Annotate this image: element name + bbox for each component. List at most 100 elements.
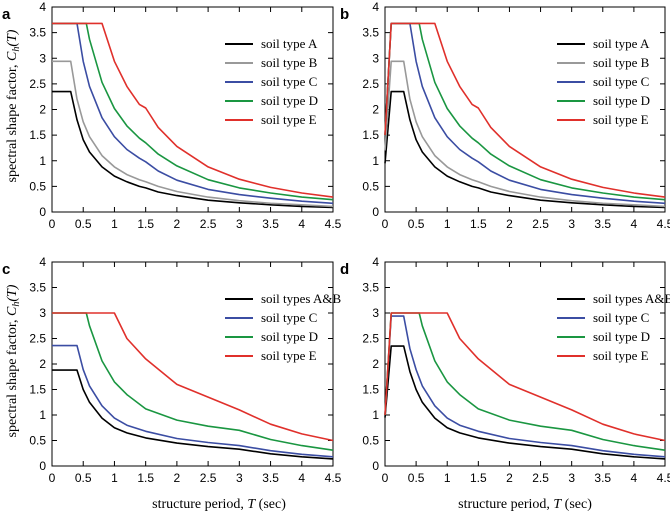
x-tick-label: 0 (382, 217, 389, 231)
x-tick-label: 3 (568, 471, 575, 485)
y-tick-label: 1.5 (29, 383, 46, 397)
x-tick-label: 2.5 (532, 217, 549, 231)
y-tick-label: 2.5 (29, 77, 46, 91)
y-axis-title-subscript: h (11, 47, 22, 52)
x-axis-title-symbol: T (247, 497, 256, 512)
x-tick-label: 4.5 (325, 471, 342, 485)
x-tick-label: 1 (111, 471, 118, 485)
series-line-soil-types-a-b (384, 345, 666, 460)
series-line-soil-type-d (52, 312, 334, 451)
chart-panel-b: b 0 0.5 1 1.5 2 2.5 3 3.5 4 4.5 0 0.5 1 1.5 2 2.5 3 3.5 4 so… (340, 0, 670, 231)
legend-label: soil type B (261, 55, 318, 70)
x-tick-label: 4 (298, 217, 305, 231)
chart-panel-d: d 0 0.5 1 1.5 2 2.5 3 3.5 4 4.5 0 0.5 1 1.5 2 2.5 3 3.5 4 so… (340, 255, 670, 485)
x-tick-label: 0.5 (75, 217, 92, 231)
series-line-soil-type-b (384, 60, 666, 208)
y-axis-title-argument: (T) (5, 29, 20, 46)
x-tick-label: 1 (111, 217, 118, 231)
series-line-soil-type-d (384, 312, 666, 451)
legend-label: soil type D (593, 93, 650, 108)
series-line-soil-type-c (52, 344, 334, 458)
y-tick-label: 1 (39, 408, 46, 422)
x-tick-label: 3 (236, 471, 243, 485)
y-tick-label: 0.5 (29, 179, 46, 193)
x-tick-label: 4.5 (657, 217, 670, 231)
x-tick-label: 4 (631, 471, 638, 485)
series-line-soil-type-b (52, 60, 334, 208)
panel-label: a (2, 6, 11, 23)
x-tick-label: 0.5 (75, 471, 92, 485)
y-tick-label: 1.5 (362, 128, 379, 142)
y-tick-label: 0 (372, 459, 379, 473)
series-line-soil-type-d (384, 22, 666, 201)
x-tick-label: 2.5 (200, 471, 217, 485)
y-tick-label: 3 (39, 306, 46, 320)
panel-label: c (2, 261, 10, 278)
series-line-soil-type-e (384, 312, 666, 442)
y-tick-label: 0.5 (29, 434, 46, 448)
y-tick-label: 4 (39, 0, 46, 14)
legend-label: soil type C (261, 74, 317, 89)
y-tick-label: 0.5 (362, 434, 379, 448)
legend-label: soil type E (593, 112, 649, 127)
legend-label: soil type B (593, 55, 650, 70)
series-line-soil-type-c (384, 315, 666, 458)
x-axis-title-unit: (sec) (561, 497, 592, 512)
y-tick-label: 3.5 (362, 281, 379, 295)
x-tick-label: 0 (382, 471, 389, 485)
x-tick-label: 2.5 (532, 471, 549, 485)
series-line-soil-type-a (384, 90, 666, 209)
legend-label: soil type C (593, 310, 649, 325)
legend-label: soil type A (261, 36, 318, 51)
x-tick-label: 3 (236, 217, 243, 231)
x-tick-label: 2 (506, 217, 513, 231)
y-axis-title-symbol: C (5, 51, 20, 61)
y-axis-title-symbol: C (5, 306, 20, 316)
y-tick-label: 2.5 (29, 332, 46, 346)
y-tick-label: 4 (39, 255, 46, 269)
series-line-soil-type-e (52, 22, 334, 198)
x-axis-title-text: structure period, (458, 497, 553, 512)
y-axis-title-subscript: h (11, 302, 22, 307)
legend: soil types A&B soil type C soil type D soil… (557, 291, 670, 363)
y-tick-label: 2 (372, 103, 379, 117)
x-tick-label: 4 (631, 217, 638, 231)
y-tick-label: 1.5 (29, 128, 46, 142)
y-tick-label: 3 (372, 51, 379, 65)
x-tick-label: 4 (298, 471, 305, 485)
x-tick-label: 3.5 (594, 217, 611, 231)
y-tick-label: 0 (39, 459, 46, 473)
panel-label: b (340, 6, 349, 23)
y-tick-label: 3 (39, 51, 46, 65)
legend: soil type A soil type B soil type C soil ty… (557, 36, 650, 127)
x-tick-label: 3.5 (262, 217, 279, 231)
x-tick-label: 1.5 (470, 471, 487, 485)
legend-label: soil type D (261, 329, 318, 344)
legend-label: soil type E (261, 348, 317, 363)
x-tick-label: 2 (174, 217, 181, 231)
y-tick-label: 2 (39, 103, 46, 117)
y-tick-label: 1 (39, 154, 46, 168)
legend-label: soil type E (593, 348, 649, 363)
y-axis-title-argument: (T) (5, 284, 20, 301)
x-axis-title-unit: (sec) (255, 497, 286, 512)
x-tick-label: 1 (444, 471, 451, 485)
x-tick-label: 0 (49, 217, 56, 231)
x-tick-label: 3 (568, 217, 575, 231)
y-tick-label: 2 (372, 357, 379, 371)
y-tick-label: 2.5 (362, 332, 379, 346)
x-tick-label: 2.5 (200, 217, 217, 231)
series-line-soil-types-a-b (52, 369, 334, 460)
legend-label: soil type C (261, 310, 317, 325)
legend-label: soil type D (593, 329, 650, 344)
x-tick-label: 0.5 (408, 471, 425, 485)
y-axis-title-bottom: spectral shape factor, Ch(T) (5, 284, 22, 437)
x-tick-label: 2 (506, 471, 513, 485)
legend-label: soil types A&B (593, 291, 670, 306)
x-tick-label: 0 (49, 471, 56, 485)
y-axis-title-text: spectral shape factor, (5, 316, 20, 438)
y-tick-label: 3.5 (29, 26, 46, 40)
series-line-soil-type-e (52, 312, 334, 442)
y-tick-label: 4 (372, 0, 379, 14)
